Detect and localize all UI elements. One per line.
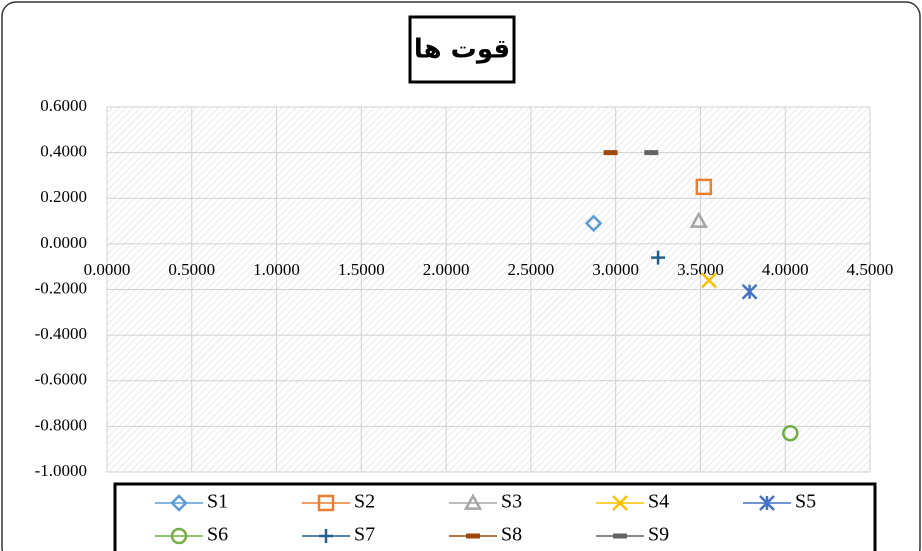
legend-label: S7 bbox=[354, 524, 375, 546]
legend-marker bbox=[463, 493, 483, 510]
x-tick-label: 3.5000 bbox=[677, 260, 724, 279]
legend-label: S9 bbox=[648, 524, 669, 546]
point bbox=[701, 272, 717, 289]
x-tick-label: 4.0000 bbox=[762, 260, 809, 279]
legend bbox=[113, 482, 877, 551]
point bbox=[584, 214, 603, 233]
y-tick-label: 0.6000 bbox=[40, 96, 87, 115]
y-tick-label: 0.2000 bbox=[40, 187, 87, 206]
y-tick-label: -0.8000 bbox=[35, 415, 87, 434]
point bbox=[695, 178, 713, 196]
chart-title: قوت ها bbox=[414, 35, 510, 65]
x-tick-label: 1.5000 bbox=[338, 260, 385, 279]
legend-marker bbox=[612, 495, 628, 511]
x-tick-label: 3.0000 bbox=[592, 260, 639, 279]
legend-marker bbox=[170, 494, 188, 512]
legend-marker bbox=[317, 494, 335, 512]
y-tick-label: 0.0000 bbox=[40, 233, 87, 252]
point bbox=[689, 211, 708, 228]
legend-marker bbox=[759, 495, 775, 511]
x-tick-label: 4.5000 bbox=[847, 260, 894, 279]
y-tick-label: -0.4000 bbox=[35, 324, 87, 343]
title-box bbox=[408, 15, 516, 84]
point bbox=[651, 250, 666, 265]
legend-label: S1 bbox=[207, 491, 228, 513]
y-tick-label: -1.0000 bbox=[35, 461, 87, 480]
x-tick-label: 0.0000 bbox=[84, 260, 131, 279]
y-tick-label: -0.6000 bbox=[35, 370, 87, 389]
x-tick-label: 2.0000 bbox=[423, 260, 470, 279]
legend-label: S5 bbox=[795, 491, 816, 513]
x-tick-label: 0.5000 bbox=[168, 260, 215, 279]
point bbox=[782, 424, 799, 442]
legend-label: S4 bbox=[648, 491, 669, 513]
x-tick-label: 1.0000 bbox=[253, 260, 300, 279]
y-tick-label: -0.2000 bbox=[35, 278, 87, 297]
legend-label: S2 bbox=[354, 491, 375, 513]
point bbox=[741, 283, 758, 300]
legend-label: S3 bbox=[501, 491, 522, 513]
x-tick-label: 2.5000 bbox=[508, 260, 555, 279]
legend-marker bbox=[319, 529, 333, 543]
legend-label: S8 bbox=[501, 524, 522, 546]
y-tick-label: 0.4000 bbox=[40, 142, 87, 161]
legend-label: S6 bbox=[207, 524, 228, 546]
legend-marker bbox=[170, 527, 188, 545]
